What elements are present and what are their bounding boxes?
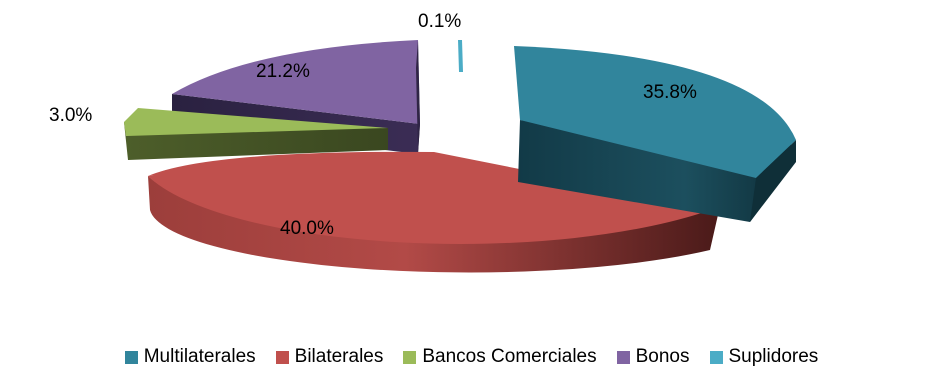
legend-label-bilaterales: Bilaterales	[294, 346, 384, 367]
label-bonos: 21.2%	[256, 61, 310, 82]
legend-item-bilaterales: Bilaterales	[275, 346, 384, 368]
slice-bancos	[124, 108, 388, 136]
slice-bonos	[172, 40, 420, 124]
legend: Multilaterales Bilaterales Bancos Comerc…	[0, 342, 943, 372]
legend-item-bancos-comerciales: Bancos Comerciales	[403, 346, 597, 368]
slice-multilaterales-side	[518, 120, 796, 222]
label-multilaterales: 35.8%	[643, 82, 697, 103]
label-bancos-comerciales: 3.0%	[49, 105, 92, 126]
legend-label-bancos-comerciales: Bancos Comerciales	[422, 346, 597, 367]
label-bilaterales: 40.0%	[280, 218, 334, 239]
legend-item-bonos: Bonos	[616, 346, 690, 368]
label-suplidores: 0.1%	[418, 11, 461, 32]
legend-item-multilaterales: Multilaterales	[124, 346, 256, 368]
slice-multilaterales	[514, 46, 796, 178]
legend-label-bonos: Bonos	[635, 346, 690, 367]
pie-chart: 35.8% 40.0% 3.0% 21.2% 0.1%	[49, 11, 796, 273]
legend-swatch-multilaterales	[124, 350, 138, 364]
legend-swatch-suplidores	[709, 350, 723, 364]
slice-bonos-side-right	[416, 40, 420, 154]
legend-label-suplidores: Suplidores	[728, 346, 819, 367]
slice-suplidores	[458, 40, 463, 72]
legend-swatch-bancos-comerciales	[403, 350, 417, 364]
slice-bilaterales	[148, 151, 716, 244]
legend-swatch-bonos	[616, 350, 630, 364]
legend-swatch-bilaterales	[275, 350, 289, 364]
slice-multilaterales-edge	[750, 140, 796, 222]
legend-item-suplidores: Suplidores	[709, 346, 819, 368]
slice-bilaterales-side	[148, 176, 720, 273]
legend-label-multilaterales: Multilaterales	[143, 346, 256, 367]
